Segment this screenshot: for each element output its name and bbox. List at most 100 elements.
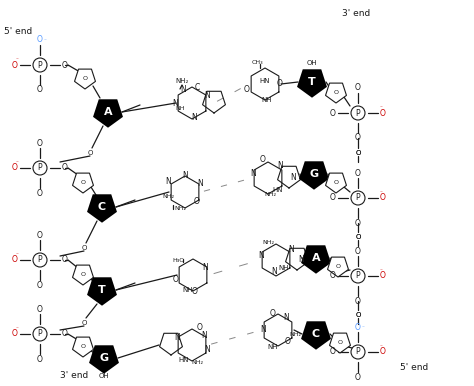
Text: O: O [355, 296, 361, 305]
Text: O: O [270, 308, 276, 318]
Text: P: P [356, 108, 360, 117]
Polygon shape [73, 337, 93, 357]
Text: O: O [285, 337, 291, 347]
Text: O: O [244, 85, 250, 93]
Text: ⁻: ⁻ [380, 345, 383, 350]
Text: O: O [12, 164, 18, 173]
Text: P: P [38, 256, 42, 264]
Text: O: O [62, 256, 68, 264]
Text: O: O [277, 80, 283, 88]
Text: O: O [355, 83, 361, 93]
Text: NH₂: NH₂ [174, 207, 186, 212]
Text: O: O [37, 230, 43, 239]
Text: N: N [271, 267, 277, 276]
Text: 5' end: 5' end [4, 27, 32, 37]
Text: N: N [191, 112, 197, 122]
Text: O: O [356, 150, 361, 156]
Text: O: O [37, 305, 43, 313]
Text: T: T [308, 77, 316, 87]
Polygon shape [326, 173, 346, 193]
Text: N: N [204, 345, 210, 354]
Text: NH₂: NH₂ [264, 193, 276, 198]
Text: O: O [380, 108, 386, 117]
Text: O: O [37, 281, 43, 290]
Text: N: N [288, 245, 294, 254]
Text: ⁻: ⁻ [16, 254, 18, 259]
Polygon shape [299, 71, 325, 96]
Text: O: O [380, 271, 386, 281]
Polygon shape [326, 83, 346, 103]
Text: O: O [37, 354, 43, 364]
Text: O: O [355, 169, 361, 178]
Text: OH: OH [307, 60, 317, 66]
Polygon shape [89, 196, 115, 221]
Text: O: O [337, 340, 343, 344]
Text: N: N [277, 161, 283, 171]
Text: O: O [330, 347, 336, 357]
Text: 3' end: 3' end [60, 371, 88, 379]
Text: NH₂: NH₂ [262, 239, 274, 244]
Text: G: G [310, 169, 319, 179]
Text: P: P [356, 347, 360, 357]
Text: O: O [37, 188, 43, 198]
Text: O: O [194, 198, 200, 207]
Text: O: O [81, 344, 85, 349]
Text: O: O [355, 134, 361, 142]
Text: O: O [197, 322, 203, 332]
Text: HN: HN [260, 78, 270, 84]
Text: O: O [330, 108, 336, 117]
Text: C: C [98, 202, 106, 212]
Polygon shape [89, 279, 115, 304]
Text: O: O [37, 139, 43, 147]
Text: O: O [334, 90, 338, 95]
Text: O: O [82, 245, 87, 251]
Text: NH₂: NH₂ [289, 332, 301, 337]
Text: OH: OH [99, 373, 109, 379]
Polygon shape [301, 163, 328, 188]
Text: O: O [81, 271, 85, 276]
Text: P: P [38, 61, 42, 69]
Text: A: A [104, 107, 112, 117]
Text: N: N [197, 179, 203, 188]
Text: P: P [356, 193, 360, 203]
Text: O: O [173, 276, 179, 284]
Text: P: P [356, 271, 360, 281]
Text: O: O [356, 150, 361, 156]
Text: ⁻: ⁻ [380, 191, 383, 196]
Text: O: O [356, 312, 361, 318]
Text: P: P [38, 164, 42, 173]
Text: H₃C: H₃C [172, 259, 184, 264]
Text: O: O [81, 179, 85, 185]
Text: NH₂: NH₂ [175, 78, 189, 84]
Text: O: O [380, 347, 386, 357]
Text: NH: NH [268, 344, 278, 350]
Polygon shape [91, 347, 117, 372]
Text: ⁻: ⁻ [362, 327, 365, 332]
Text: N: N [182, 171, 188, 179]
Text: N: N [258, 251, 264, 259]
Text: O: O [334, 179, 338, 185]
Text: C: C [194, 83, 200, 93]
Text: 3' end: 3' end [342, 10, 370, 19]
Text: C: C [312, 329, 320, 339]
Text: O: O [336, 264, 340, 269]
Text: G: G [100, 353, 109, 363]
Text: ⁻: ⁻ [16, 327, 18, 332]
Text: N: N [250, 169, 256, 178]
Text: N: N [174, 332, 180, 342]
Text: NH: NH [262, 97, 272, 103]
Text: O: O [12, 61, 18, 69]
Polygon shape [73, 173, 93, 193]
Text: HN: HN [273, 187, 283, 193]
Text: NH: NH [279, 265, 289, 271]
Text: N: N [260, 325, 266, 335]
Text: 5' end: 5' end [400, 364, 428, 372]
Text: O: O [260, 156, 266, 164]
Text: N: N [283, 313, 289, 322]
Text: ⁻: ⁻ [44, 39, 46, 44]
Text: N: N [201, 330, 207, 340]
Text: NH: NH [183, 287, 193, 293]
Text: O: O [62, 330, 68, 339]
Text: O: O [82, 76, 88, 81]
Text: P: P [38, 330, 42, 339]
